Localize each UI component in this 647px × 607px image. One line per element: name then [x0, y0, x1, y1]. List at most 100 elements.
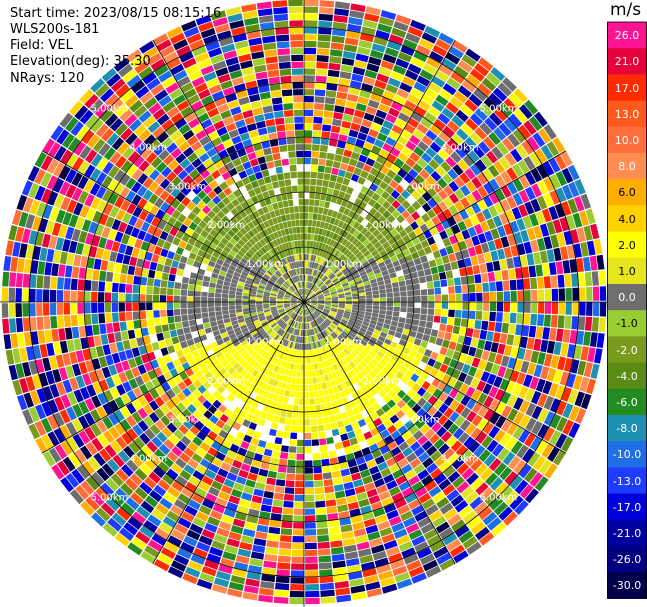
range-gate [270, 322, 277, 328]
range-gate [18, 211, 29, 228]
range-gate [477, 392, 488, 405]
range-gate [257, 178, 266, 186]
range-gate [341, 238, 349, 246]
range-gate [320, 323, 326, 330]
range-gate [476, 302, 483, 311]
range-gate [105, 354, 114, 366]
range-gate [407, 26, 423, 38]
range-gate [209, 510, 223, 520]
range-gate [190, 554, 206, 565]
range-gate [390, 430, 401, 440]
range-gate [379, 358, 388, 367]
range-gate [352, 338, 360, 345]
range-gate [318, 303, 325, 306]
range-gate [295, 481, 304, 488]
range-gate [365, 6, 381, 16]
range-gate [89, 246, 98, 258]
range-gate [344, 551, 359, 560]
range-gate [317, 234, 322, 242]
range-gate [229, 347, 237, 355]
range-gate [56, 381, 67, 396]
range-gate [35, 359, 45, 374]
range-gate [294, 501, 304, 509]
range-gate [309, 199, 315, 206]
range-gate [390, 71, 404, 82]
range-gate [457, 372, 468, 383]
range-gate [427, 395, 438, 406]
range-gate [382, 385, 392, 394]
range-gate [434, 473, 447, 485]
range-gate [110, 492, 125, 507]
range-gate [362, 357, 371, 365]
range-gate [327, 283, 334, 288]
range-gate [318, 555, 332, 563]
range-gate [309, 405, 316, 412]
range-gate [461, 229, 471, 240]
range-gate [143, 392, 154, 403]
range-gate [232, 351, 240, 359]
range-gate [240, 274, 247, 280]
range-gate [230, 575, 246, 585]
range-gate [228, 531, 242, 541]
range-gate [427, 406, 438, 417]
range-gate [397, 504, 410, 515]
range-gate [514, 500, 529, 515]
range-gate [203, 452, 215, 463]
range-gate [101, 366, 111, 379]
range-gate [535, 264, 543, 277]
range-gate [315, 279, 320, 285]
range-gate [262, 455, 271, 464]
range-gate [304, 20, 318, 27]
range-gate [45, 220, 55, 235]
range-gate [171, 406, 181, 417]
range-gate [561, 167, 574, 184]
range-gate [265, 336, 272, 343]
range-gate [370, 336, 378, 343]
range-gate [299, 308, 302, 315]
range-gate [235, 476, 247, 485]
range-gate [209, 546, 224, 557]
range-gate [499, 212, 509, 225]
range-gate [316, 417, 324, 425]
range-gate [295, 474, 304, 481]
range-gate [334, 281, 341, 286]
range-gate [429, 51, 444, 63]
range-gate [249, 271, 256, 277]
range-gate [285, 383, 291, 391]
range-gate [54, 145, 67, 161]
range-gate [317, 295, 324, 299]
range-gate [206, 265, 214, 273]
range-gate [497, 343, 506, 355]
range-gate [169, 368, 179, 378]
range-gate [470, 337, 479, 348]
range-gate [173, 309, 181, 316]
range-gate [201, 566, 217, 577]
range-gate [302, 336, 304, 344]
range-gate [96, 420, 108, 433]
range-gate [306, 350, 310, 357]
range-gate [180, 340, 188, 349]
range-gate [235, 253, 243, 261]
range-gate [73, 338, 82, 351]
range-gate [141, 268, 149, 278]
range-gate [466, 327, 474, 337]
range-gate [379, 149, 390, 159]
range-gate [263, 352, 270, 360]
range-gate [493, 127, 507, 141]
range-gate [489, 192, 500, 205]
range-gate [223, 245, 232, 254]
range-gate [254, 322, 261, 327]
range-gate [391, 209, 401, 219]
range-gate [241, 360, 249, 369]
range-gate [287, 310, 293, 315]
range-gate [332, 477, 343, 485]
range-gate [286, 362, 291, 370]
range-gate [283, 500, 294, 508]
range-gate [354, 428, 363, 437]
range-gate [432, 205, 442, 216]
range-gate [122, 254, 131, 265]
range-gate [380, 429, 390, 439]
range-gate [314, 255, 319, 263]
range-gate [300, 309, 303, 316]
range-gate [273, 325, 280, 331]
